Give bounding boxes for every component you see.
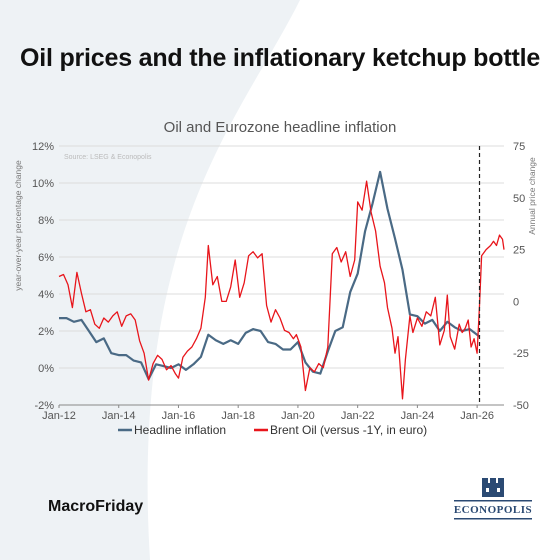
y-left-tick-label: 10% [32, 178, 54, 190]
y-left-tick-label: 2% [38, 326, 54, 338]
y-right-tick-label: -25 [513, 348, 529, 360]
x-tick-label: Jan-22 [341, 410, 375, 422]
logo-text: ECONOPOLIS [453, 504, 533, 516]
y-left-tick-label: 6% [38, 252, 54, 264]
x-tick-label: Jan-18 [221, 410, 255, 422]
chart-title: Oil and Eurozone headline inflation [164, 119, 397, 136]
x-tick-label: Jan-12 [42, 410, 76, 422]
macrofriday-label: MacroFriday [48, 498, 144, 515]
y-right-tick-label: 0 [513, 296, 519, 308]
x-tick-label: Jan-16 [162, 410, 196, 422]
x-tick-label: Jan-20 [281, 410, 315, 422]
y-right-tick-label: 25 [513, 245, 525, 257]
x-tick-label: Jan-14 [102, 410, 136, 422]
y-right-tick-label: 75 [513, 141, 525, 153]
y-left-tick-label: 12% [32, 141, 54, 153]
legend-label-oil: Brent Oil (versus -1Y, in euro) [270, 423, 427, 437]
page-title: Oil prices and the inflationary ketchup … [19, 44, 541, 72]
brent-oil-line [58, 180, 505, 400]
source-note: Source: LSEG & Econopolis [64, 154, 152, 161]
y-left-axis-title: year-over-year percentage change [13, 160, 23, 291]
y-right-axis-title: Annual price change [527, 157, 537, 235]
y-right-tick-label: 50 [513, 193, 525, 205]
y-right-tick-label: -50 [513, 400, 529, 412]
headline-inflation-line [59, 170, 481, 381]
econopolis-logo [454, 478, 532, 520]
y-left-tick-label: 8% [38, 215, 54, 227]
x-tick-label: Jan-26 [460, 410, 494, 422]
y-left-tick-label: 0% [38, 363, 54, 375]
y-left-tick-label: 4% [38, 289, 54, 301]
legend-label-inflation: Headline inflation [134, 423, 226, 437]
y-left-tick-label: -2% [34, 400, 54, 412]
x-tick-label: Jan-24 [401, 410, 435, 422]
